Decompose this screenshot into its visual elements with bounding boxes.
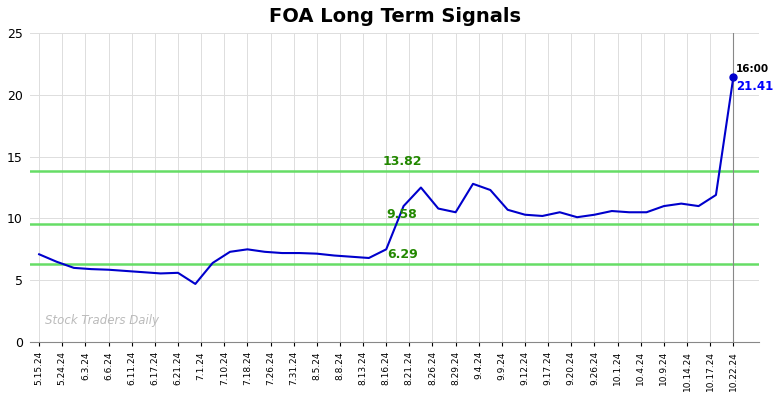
- Text: 13.82: 13.82: [383, 155, 422, 168]
- Text: 6.29: 6.29: [387, 248, 418, 261]
- Text: 16:00: 16:00: [736, 64, 769, 74]
- Text: 21.41: 21.41: [736, 80, 773, 93]
- Text: 9.58: 9.58: [387, 207, 418, 220]
- Title: FOA Long Term Signals: FOA Long Term Signals: [269, 7, 521, 26]
- Text: Stock Traders Daily: Stock Traders Daily: [45, 314, 159, 327]
